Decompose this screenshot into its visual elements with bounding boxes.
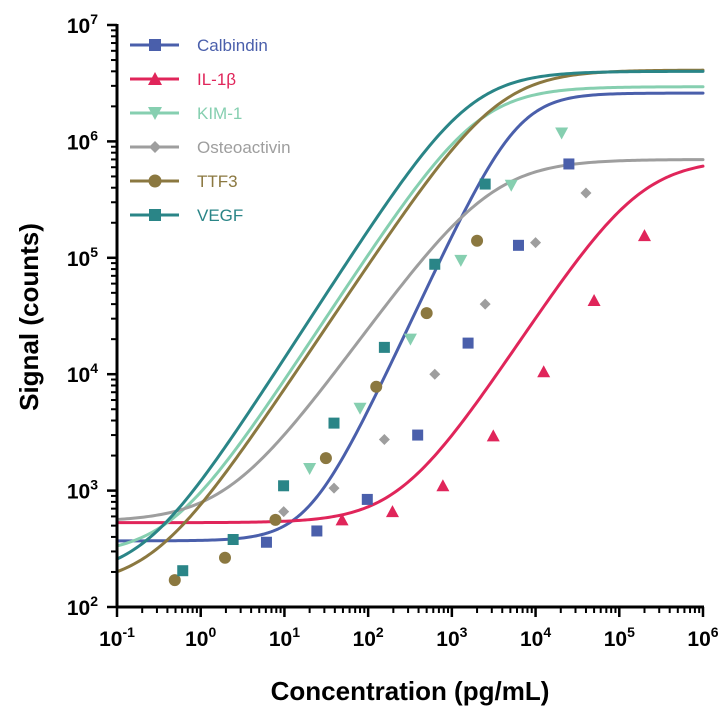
data-markers (168, 127, 651, 587)
data-point (227, 534, 239, 546)
data-point (370, 380, 383, 393)
data-point (328, 417, 340, 429)
data-point (385, 505, 399, 518)
y-tick-label: 103 (67, 477, 98, 504)
data-point (479, 298, 491, 310)
data-point (486, 429, 500, 442)
x-axis-title: Concentration (pg/mL) (271, 676, 550, 706)
data-point (335, 513, 349, 526)
legend-marker (148, 174, 162, 188)
data-point (303, 462, 317, 475)
data-point (512, 239, 524, 251)
data-point (471, 234, 484, 247)
y-tick-label: 104 (67, 360, 98, 387)
legend-marker (149, 209, 161, 221)
legend-label: IL-1β (197, 70, 236, 89)
data-point (462, 337, 474, 349)
data-point (412, 429, 424, 441)
data-point (278, 506, 290, 518)
legend-marker (149, 39, 161, 51)
x-tick-label: 102 (353, 624, 384, 651)
x-tick-label: 103 (436, 624, 467, 651)
legend-marker (149, 141, 161, 153)
data-point (353, 402, 367, 415)
fit-curve-3 (115, 85, 705, 548)
legend: Calbindin IL-1β KIM-1 Osteoactivin TTF3 VEGF (130, 36, 291, 225)
fit-curve-4 (115, 158, 705, 521)
data-point (361, 493, 373, 505)
tick-labels: 10-1 100 101 102 103 104 105 106 102 103 104 105 106… (67, 11, 719, 651)
y-tick-label: 106 (67, 127, 98, 154)
fit-curve-2 (115, 164, 705, 525)
data-point (269, 513, 282, 526)
data-point (429, 258, 441, 270)
data-point (311, 525, 323, 537)
data-point (429, 368, 441, 380)
legend-label: KIM-1 (197, 104, 242, 123)
fit-curve-6 (115, 69, 705, 561)
data-point (328, 482, 340, 494)
x-tick-label: 104 (520, 624, 551, 651)
y-tick-label: 107 (67, 11, 98, 38)
legend-marker (148, 72, 162, 85)
data-point (319, 452, 332, 465)
data-point (378, 433, 390, 445)
data-point (177, 565, 189, 577)
data-point (504, 179, 518, 192)
x-tick-label: 101 (269, 624, 300, 651)
y-tick-label: 102 (67, 593, 98, 620)
x-tick-label: 100 (185, 624, 216, 651)
legend-label: Calbindin (197, 36, 268, 55)
data-point (537, 365, 551, 378)
data-point (403, 333, 417, 346)
data-point (530, 237, 542, 249)
legend-label: Osteoactivin (197, 138, 291, 157)
data-point (580, 187, 592, 199)
fit-curves (115, 68, 705, 574)
data-point (260, 536, 272, 548)
fit-curve-1 (115, 91, 705, 543)
legend-marker (148, 107, 162, 120)
y-axis-title: Signal (counts) (14, 223, 44, 411)
data-point (454, 254, 468, 267)
data-point (278, 480, 290, 492)
data-point (555, 127, 569, 140)
legend-label: TTF3 (197, 172, 238, 191)
x-tick-label: 106 (687, 624, 718, 651)
data-point (563, 158, 575, 170)
y-tick-label: 105 (67, 244, 98, 271)
data-point (420, 307, 433, 320)
data-point (436, 479, 450, 492)
data-point (378, 341, 390, 353)
data-point (637, 229, 651, 242)
legend-label: VEGF (197, 206, 243, 225)
axes (107, 23, 705, 617)
x-tick-label: 105 (604, 624, 635, 651)
data-point (168, 574, 181, 587)
data-point (479, 178, 491, 190)
x-tick-label: 10-1 (99, 624, 135, 651)
data-point (218, 551, 231, 564)
data-point (587, 293, 601, 306)
